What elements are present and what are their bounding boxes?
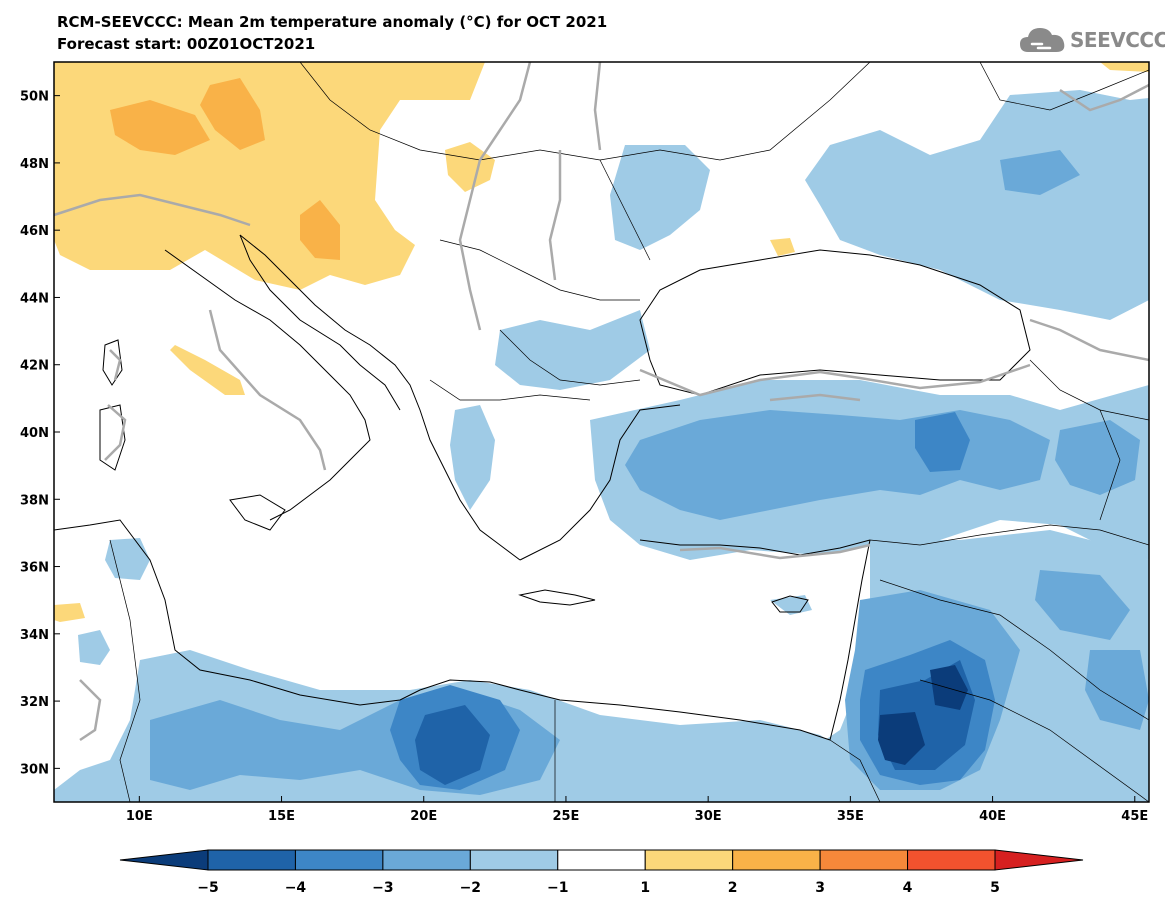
- colorbar-segment: [557, 849, 646, 871]
- coast-italy-west: [164, 249, 371, 521]
- colorbar: −5 −4 −3 −2 −1 1 2 3 4 5: [119, 849, 1084, 896]
- border-e: [429, 379, 591, 401]
- cool-extreme-iraq: [930, 665, 968, 710]
- cool-region-tunisia: [105, 538, 150, 580]
- colorbar-min-extension: [119, 849, 209, 871]
- colorbar-segment: [644, 849, 734, 871]
- warm-region-italy-top: [1100, 62, 1149, 72]
- lon-tick-label: 35E: [837, 809, 864, 824]
- map-title: RCM-SEEVCCC: Mean 2m temperature anomaly…: [57, 13, 608, 31]
- colorbar-segment: [469, 849, 559, 871]
- lat-tick-label: 50N: [20, 90, 49, 105]
- border-g: [879, 579, 1149, 721]
- lat-tick-label: 48N: [20, 157, 49, 172]
- warm-region-africa: [54, 603, 85, 622]
- latitude-axis: 50N 48N 46N 44N 42N 40N 38N 36N 34N 32N 30N: [20, 90, 60, 777]
- lon-tick-label: 15E: [268, 809, 295, 824]
- cool-core-russia: [1000, 150, 1080, 195]
- lat-tick-label: 44N: [20, 291, 49, 306]
- colorbar-segment: [907, 849, 996, 871]
- coast-black-sea: [639, 249, 1031, 396]
- lon-tick-label: 25E: [552, 809, 579, 824]
- cool-extreme-jordan: [878, 712, 925, 765]
- lat-tick-label: 36N: [20, 561, 49, 576]
- colorbar-label: 2: [728, 880, 738, 896]
- cool-region-russia: [805, 90, 1149, 320]
- colorbar-label: −3: [372, 880, 393, 896]
- border-j: [109, 539, 141, 802]
- border-b: [599, 159, 651, 261]
- coast-italy-east: [239, 234, 401, 411]
- lon-tick-label: 20E: [410, 809, 437, 824]
- colorbar-label: 4: [903, 880, 913, 896]
- colorbar-label: 3: [815, 880, 825, 896]
- border-l: [1029, 359, 1149, 421]
- cool-core-iraq: [1035, 570, 1130, 640]
- colorbar-segment: [207, 849, 296, 871]
- colorbar-max-extension: [994, 849, 1084, 871]
- coast-aegean: [519, 404, 681, 561]
- coast-balkans: [239, 234, 521, 561]
- lat-tick-label: 32N: [20, 695, 49, 710]
- cool-region-ukraine: [610, 145, 710, 250]
- coastlines: [54, 234, 1031, 741]
- colorbar-label: −4: [285, 880, 307, 896]
- lat-tick-label: 42N: [20, 359, 49, 374]
- lat-tick-label: 38N: [20, 493, 49, 508]
- cool-deep-anatolia-east: [915, 412, 970, 472]
- border-k: [979, 62, 1149, 111]
- cool-region-greece: [450, 405, 495, 510]
- lat-tick-label: 30N: [20, 762, 49, 777]
- coast-levant: [829, 539, 871, 741]
- border-m: [1099, 409, 1121, 521]
- border-d: [499, 329, 641, 386]
- lon-tick-label: 30E: [695, 809, 722, 824]
- cool-core-caucasus: [1055, 420, 1140, 495]
- border-n: [919, 679, 1149, 802]
- cool-region-balkans: [495, 310, 650, 390]
- colorbar-segment: [819, 849, 909, 871]
- coast-africa: [54, 519, 831, 741]
- lon-tick-label: 40E: [979, 809, 1006, 824]
- colorbar-label: −2: [460, 880, 481, 896]
- lon-tick-label: 10E: [126, 809, 153, 824]
- border-f: [869, 524, 1149, 546]
- seevccc-logo: SEEVCCC: [1070, 28, 1165, 52]
- lat-tick-label: 46N: [20, 224, 49, 239]
- coast-cyprus: [771, 595, 809, 613]
- warm-region-crimea: [770, 238, 795, 256]
- warm-region-italy-coast: [170, 345, 245, 395]
- border-h: [829, 739, 881, 802]
- anomaly-fields: [54, 62, 1149, 802]
- warm-core-croatia: [300, 200, 340, 260]
- cloud-icon: [1020, 28, 1065, 52]
- border-a: [299, 62, 871, 161]
- forecast-start-label: Forecast start: 00Z01OCT2021: [57, 35, 316, 53]
- longitude-axis: 10E 15E 20E 25E 30E 35E 40E 45E: [126, 796, 1148, 824]
- coast-sardinia: [99, 404, 126, 471]
- cool-deepest-libya: [415, 705, 490, 785]
- zero-contours: [54, 62, 1149, 742]
- colorbar-segment: [732, 849, 821, 871]
- coast-corsica: [102, 339, 123, 386]
- coast-turkey-south: [639, 539, 871, 556]
- lat-tick-label: 34N: [20, 628, 49, 643]
- colorbar-label: −1: [547, 880, 568, 896]
- colorbar-segment: [294, 849, 384, 871]
- coast-sicily: [229, 494, 286, 531]
- coast-crete: [518, 589, 596, 606]
- warm-core-alps: [200, 78, 265, 150]
- warm-core-germany: [110, 100, 210, 155]
- border-c: [439, 239, 640, 301]
- colorbar-label: −5: [197, 880, 218, 896]
- borders: [109, 62, 1149, 802]
- lat-tick-label: 40N: [20, 426, 49, 441]
- cool-region-algeria: [78, 630, 110, 665]
- lon-tick-label: 45E: [1121, 809, 1148, 824]
- colorbar-label: 1: [640, 880, 650, 896]
- colorbar-segment: [382, 849, 471, 871]
- colorbar-label: 5: [990, 880, 1000, 896]
